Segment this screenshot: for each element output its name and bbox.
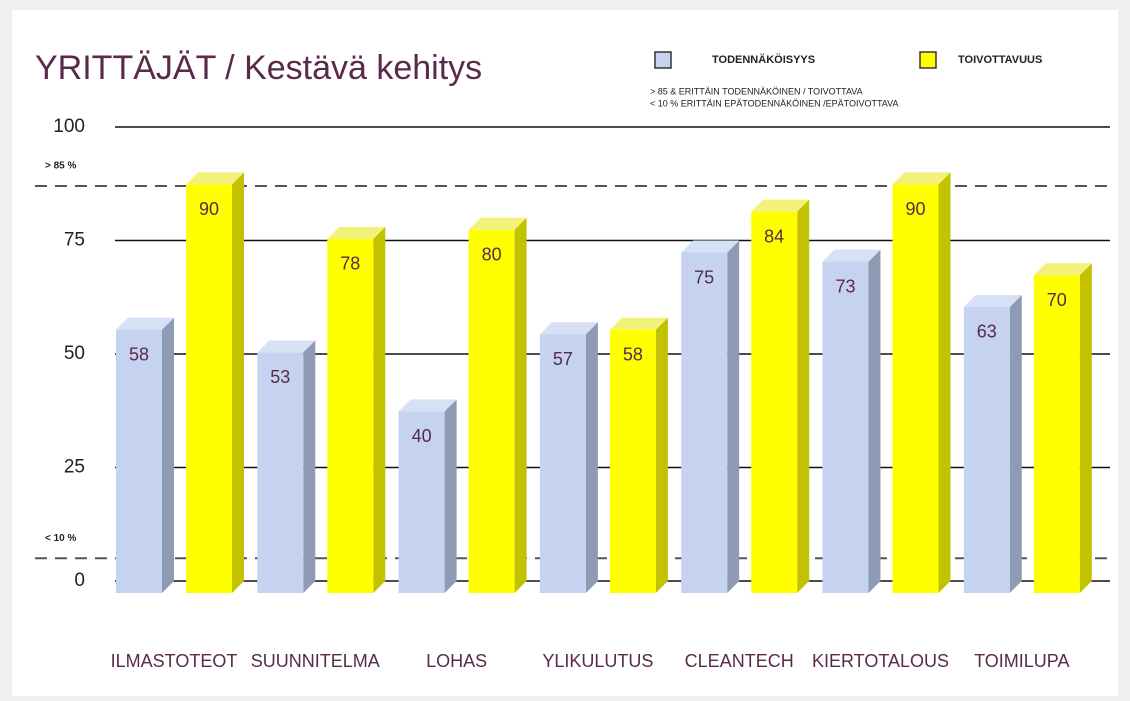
bar-top: [681, 240, 740, 253]
bar-side: [1079, 263, 1092, 593]
legend-label: TODENNÄKÖISYYS: [712, 53, 815, 66]
bar-top: [892, 172, 951, 185]
x-tick-label: TOIMILUPA: [974, 651, 1069, 671]
y-tick-label: 100: [53, 116, 85, 137]
value-label: 90: [199, 199, 219, 219]
value-label: 58: [129, 344, 149, 364]
x-tick-label: KIERTOTALOUS: [812, 651, 949, 671]
bar: [327, 238, 374, 593]
bar-side: [303, 340, 316, 593]
legend-label: TOIVOTTAVUUS: [958, 54, 1042, 66]
bar: [751, 211, 798, 593]
bar: [963, 306, 1010, 593]
bar-top: [751, 199, 810, 212]
bar-top: [822, 249, 881, 262]
legend-note: < 10 % ERITTÄIN EPÄTODENNÄKÖINEN /EPÄTOI…: [650, 98, 898, 108]
bar-top: [398, 399, 457, 412]
bar: [398, 411, 445, 593]
legend-swatch: [919, 51, 937, 69]
value-label: 58: [623, 344, 643, 364]
bar-side: [727, 240, 740, 593]
x-tick-label: YLIKULUTUS: [542, 651, 653, 671]
x-tick-label: CLEANTECH: [685, 651, 794, 671]
annotation: > 85 %: [45, 161, 77, 172]
bar-side: [868, 249, 881, 593]
bar-side: [162, 317, 174, 593]
value-label: 78: [340, 254, 360, 274]
x-tick-label: ILMASTOTEOT: [111, 651, 238, 671]
legend-swatch: [654, 51, 672, 69]
bar: [468, 229, 515, 594]
y-tick-label: 0: [74, 570, 85, 591]
bar-top: [186, 172, 244, 185]
value-label: 53: [270, 367, 290, 387]
bar-side: [938, 172, 951, 593]
x-tick-label: SUUNNITELMA: [251, 651, 380, 671]
value-label: 40: [412, 426, 432, 446]
bar-top: [1033, 263, 1092, 276]
bar: [116, 329, 162, 593]
value-label: 84: [764, 226, 784, 246]
value-label: 75: [694, 267, 714, 287]
bar: [1033, 275, 1080, 593]
bar: [539, 334, 586, 593]
bar-top: [468, 217, 527, 230]
bar-top: [963, 294, 1022, 307]
bar: [822, 261, 869, 593]
bar-top: [609, 317, 668, 330]
value-label: 73: [835, 276, 855, 296]
bar: [609, 329, 656, 593]
bar-side: [444, 399, 457, 593]
bar-side: [655, 317, 668, 593]
bar: [681, 252, 728, 593]
bar-top: [327, 226, 386, 239]
bar-side: [1009, 294, 1022, 593]
value-label: 57: [553, 349, 573, 369]
bar-side: [232, 172, 244, 593]
bar-side: [373, 226, 386, 593]
legend-note: > 85 & ERITTÄIN TODENNÄKÖINEN / TOIVOTTA…: [650, 86, 863, 96]
y-tick-label: 75: [64, 230, 85, 251]
value-label: 70: [1047, 290, 1067, 310]
bar-side: [797, 199, 810, 593]
bar: [257, 352, 304, 593]
bar-side: [585, 322, 598, 593]
bar-side: [514, 217, 527, 594]
value-label: 90: [905, 199, 925, 219]
bar-top: [539, 322, 598, 335]
y-tick-label: 25: [64, 457, 85, 478]
y-tick-label: 50: [64, 343, 85, 364]
value-label: 80: [482, 245, 502, 265]
bar: [892, 184, 939, 593]
bar-top: [257, 340, 316, 353]
value-label: 63: [977, 322, 997, 342]
bar: [186, 184, 232, 593]
x-tick-label: LOHAS: [426, 651, 487, 671]
annotation: < 10 %: [45, 533, 77, 544]
chart-title: YRITTÄJÄT / Kestävä kehitys: [35, 49, 482, 87]
bar-top: [116, 317, 174, 330]
